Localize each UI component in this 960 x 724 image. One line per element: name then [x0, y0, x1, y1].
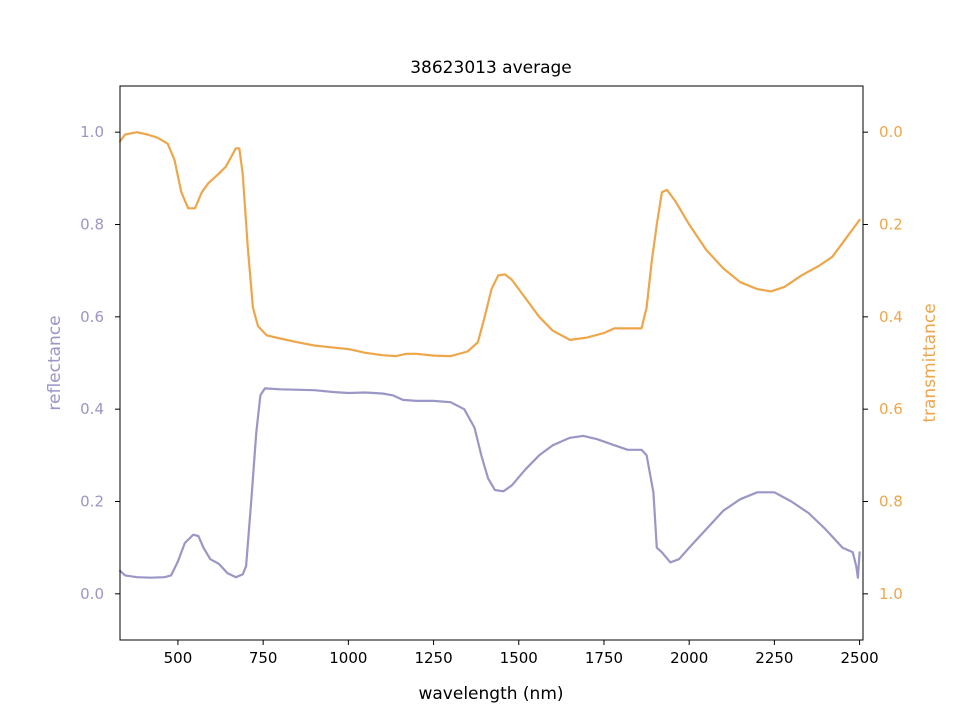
x-axis-label: wavelength (nm): [418, 684, 563, 704]
y-left-tick-label: 0.4: [80, 400, 104, 418]
x-tick-label: 1250: [414, 649, 452, 667]
y-left-tick-label: 0.6: [80, 308, 104, 326]
x-tick-label: 1500: [500, 649, 538, 667]
y-left-tick-label: 1.0: [80, 123, 104, 141]
chart-title: 38623013 average: [410, 58, 572, 78]
y-right-tick-label: 0.8: [879, 493, 903, 511]
y-right-tick-label: 0.2: [879, 216, 903, 234]
series-line-reflectance: [118, 387, 861, 579]
y-axis-right: 0.0 0.2 0.4 0.6 0.8 1.0: [863, 123, 903, 603]
x-tick-label: 1750: [585, 649, 623, 667]
y-right-tick-label: 1.0: [879, 585, 903, 603]
plot-frame: [119, 85, 864, 641]
y-axis-label-right: transmittance: [920, 303, 940, 422]
x-tick-label: 1000: [329, 649, 367, 667]
series-line-transmittance: [118, 131, 861, 358]
x-tick-label: 500: [164, 649, 193, 667]
y-axis-label-left: reflectance: [45, 315, 65, 410]
x-axis: 500 750 1000 1250 1500 1750 2000 2250 2500: [164, 640, 879, 667]
x-tick-label: 2500: [840, 649, 878, 667]
series-lines: [118, 131, 861, 579]
y-left-tick-label: 0.2: [80, 493, 104, 511]
x-tick-label: 2250: [755, 649, 793, 667]
x-tick-label: 750: [249, 649, 278, 667]
y-right-tick-label: 0.4: [879, 308, 903, 326]
x-tick-label: 2000: [670, 649, 708, 667]
y-right-tick-label: 0.0: [879, 123, 903, 141]
y-right-tick-label: 0.6: [879, 400, 903, 418]
y-left-tick-label: 0.8: [80, 216, 104, 234]
y-axis-left: 0.0 0.2 0.4 0.6 0.8 1.0: [80, 123, 120, 603]
y-left-tick-label: 0.0: [80, 585, 104, 603]
